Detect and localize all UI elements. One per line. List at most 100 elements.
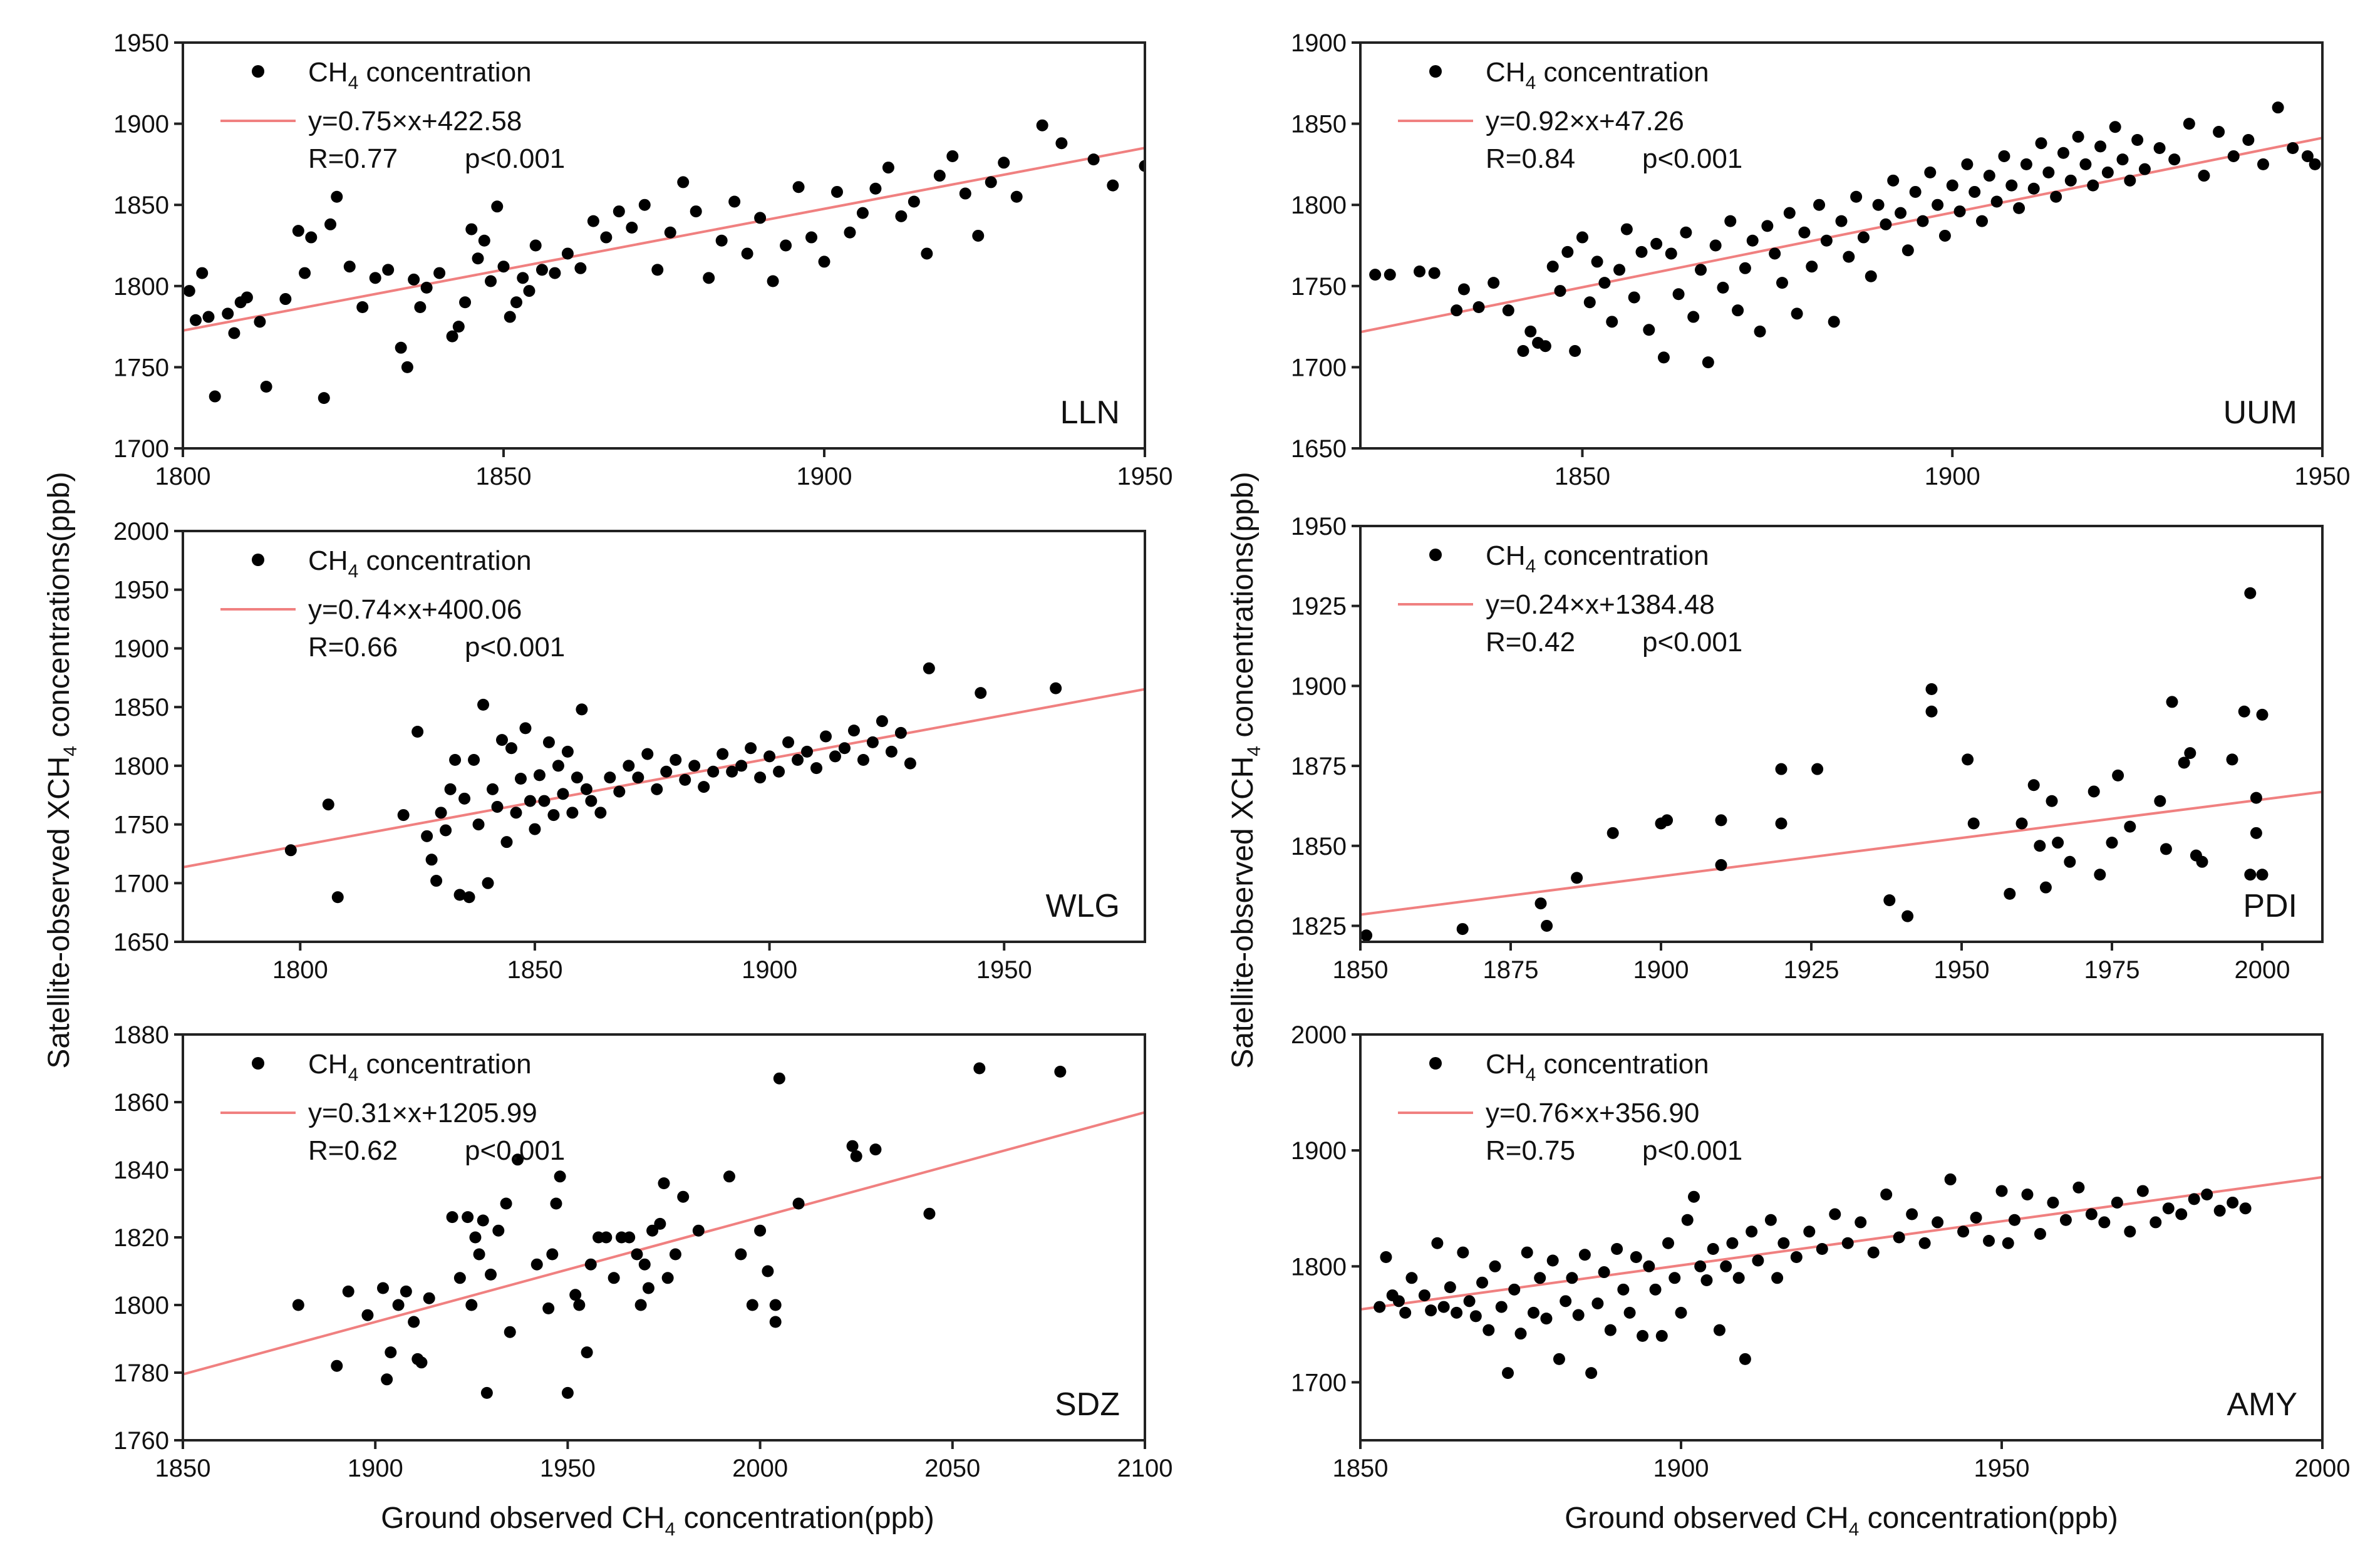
data-point (1798, 226, 1811, 239)
data-point (600, 1231, 613, 1244)
y-axis-title: Satellite-observed XCH4 concentrations(p… (43, 472, 81, 1068)
data-point (1553, 1353, 1565, 1365)
data-point (1451, 1306, 1463, 1319)
data-point (465, 1299, 478, 1311)
data-point (408, 273, 420, 286)
data-point (1472, 301, 1485, 313)
data-point (819, 730, 832, 743)
data-point (318, 392, 330, 405)
data-point (2020, 158, 2032, 170)
x-tick-label: 1850 (155, 1455, 211, 1482)
data-point (692, 1224, 705, 1237)
data-point (998, 157, 1010, 169)
data-point (1715, 814, 1727, 827)
data-point (677, 176, 690, 188)
y-tick-label: 1880 (113, 1021, 169, 1049)
data-point (769, 1316, 782, 1328)
y-tick-label: 1860 (113, 1089, 169, 1117)
fit-line-uum (1360, 137, 2322, 334)
data-point (1665, 247, 1677, 260)
y-tick-label: 1840 (113, 1157, 169, 1184)
data-point (1572, 1309, 1585, 1321)
data-point (491, 800, 504, 813)
data-point (1707, 1243, 1719, 1256)
data-point (1709, 239, 1722, 252)
data-point (669, 1248, 681, 1261)
data-point (2272, 101, 2284, 114)
data-point (1752, 1254, 1764, 1267)
data-point (642, 1282, 654, 1294)
x-axis-title-left-sub: 4 (665, 1519, 676, 1540)
data-point (382, 264, 395, 276)
data-point (446, 1211, 458, 1224)
data-point (818, 255, 830, 268)
data-point (1566, 1272, 1578, 1284)
x-axis-title-right: Ground observed CH4 concentration(ppb) (1565, 1502, 2118, 1540)
panel-uum: 1850 1900 1950 1650 1700 1750 1800 1850 1900 CH4 … (1291, 29, 2350, 490)
data-point (1617, 1283, 1630, 1296)
legend-marker-amy (1429, 1057, 1442, 1070)
data-point (2160, 843, 2172, 855)
data-point (2238, 705, 2250, 718)
data-point (1489, 1260, 1501, 1272)
data-point (1457, 283, 1470, 296)
y-tick-label: 1900 (1291, 673, 1347, 700)
data-point (1961, 158, 1974, 170)
data-point (228, 327, 241, 339)
y-tick-label: 1820 (113, 1224, 169, 1252)
data-point (472, 252, 484, 265)
data-point (703, 272, 715, 284)
data-point (2257, 158, 2269, 170)
legend-equation-lln: y=0.75×x+422.58 (308, 106, 522, 137)
data-point (1865, 270, 1877, 282)
x-tick-label: 1900 (742, 956, 797, 984)
data-point (1764, 1214, 1777, 1226)
y-axis-title-right-tail: concentrations(ppb) (1226, 472, 1260, 746)
legend-series-uum: CH4 concentration (1486, 57, 1709, 93)
data-point (574, 262, 587, 274)
data-point (1932, 199, 1944, 211)
data-point (369, 272, 381, 284)
data-point (846, 1140, 859, 1152)
data-point (1967, 817, 1980, 830)
y-tick-label: 1700 (113, 870, 169, 897)
data-point (1675, 1306, 1687, 1319)
fit-line-sdz (183, 1111, 1145, 1376)
data-point (1374, 1301, 1386, 1313)
y-tick-label: 1800 (113, 1292, 169, 1319)
data-point (477, 698, 490, 711)
data-point (728, 195, 741, 208)
legend-equation-wlg: y=0.74×x+400.06 (308, 594, 522, 625)
data-point (1428, 267, 1441, 279)
data-point (634, 1299, 647, 1311)
data-point (754, 771, 767, 784)
data-point (1267, 186, 1279, 198)
data-point (2166, 696, 2178, 708)
data-point (529, 239, 542, 252)
data-point (923, 1207, 936, 1220)
data-point (415, 1356, 428, 1369)
data-point (585, 795, 598, 807)
x-axis-title-right-tail: concentration(ppb) (1859, 1502, 2118, 1535)
legend-series-sub: 4 (1526, 73, 1536, 93)
data-point (1775, 763, 1788, 775)
data-point (1855, 1216, 1867, 1229)
y-tick-label: 1700 (1291, 354, 1347, 381)
data-point (2021, 1188, 2034, 1200)
data-point (1713, 1324, 1725, 1336)
legend-series-main: CH (1486, 57, 1526, 88)
data-point (1925, 683, 1938, 695)
data-point (459, 296, 472, 309)
y-tick-label: 1850 (1291, 833, 1347, 860)
data-point (1811, 763, 1824, 775)
legend-series-tail: concentration (358, 545, 531, 576)
data-point (482, 877, 494, 889)
y-tick-label: 1760 (113, 1427, 169, 1455)
legend-series-wlg: CH4 concentration (308, 545, 532, 582)
y-tick-label: 1700 (113, 435, 169, 463)
legend-series-tail: concentration (1536, 1049, 1709, 1080)
data-point (1369, 269, 1382, 281)
y-tick-label: 1925 (1291, 593, 1347, 621)
x-tick-label: 1900 (1925, 463, 1980, 490)
